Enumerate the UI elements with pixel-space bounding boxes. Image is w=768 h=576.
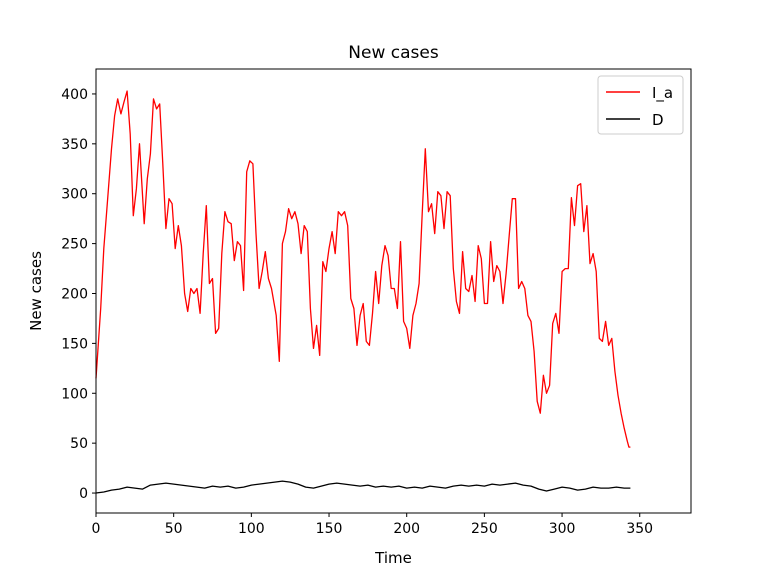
y-tick-label: 250 — [61, 237, 88, 253]
series-line-d — [95, 480, 631, 494]
x-tick-label: 250 — [471, 521, 498, 537]
y-tick-label: 100 — [61, 386, 88, 402]
y-axis: 0 50 100 150 200 250 300 350 400 — [61, 87, 96, 502]
chart-title: New cases — [348, 43, 439, 63]
y-tick-label: 200 — [61, 286, 88, 302]
legend: I_a D — [597, 75, 684, 135]
x-tick-label: 0 — [92, 521, 101, 537]
x-axis: 0 50 100 150 200 250 300 350 — [92, 513, 653, 537]
plot-area — [95, 90, 631, 494]
x-tick-label: 150 — [316, 521, 343, 537]
x-tick-label: 100 — [238, 521, 265, 537]
y-tick-label: 150 — [61, 336, 88, 352]
x-tick-label: 350 — [626, 521, 653, 537]
x-axis-title: Time — [374, 549, 412, 567]
legend-label-i-a: I_a — [652, 84, 673, 103]
x-tick-label: 200 — [393, 521, 420, 537]
series-line-i-a — [95, 90, 631, 448]
x-tick-label: 300 — [549, 521, 576, 537]
plot-frame — [95, 68, 692, 514]
legend-label-d: D — [652, 111, 664, 129]
y-tick-label: 50 — [70, 436, 88, 452]
y-tick-label: 300 — [61, 187, 88, 203]
x-tick-label: 50 — [165, 521, 183, 537]
y-tick-label: 400 — [61, 87, 88, 103]
y-tick-label: 350 — [61, 137, 88, 153]
y-tick-label: 0 — [79, 486, 88, 502]
y-axis-title: New cases — [27, 251, 45, 331]
